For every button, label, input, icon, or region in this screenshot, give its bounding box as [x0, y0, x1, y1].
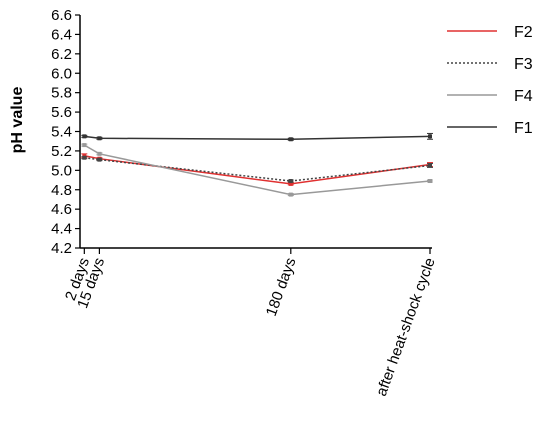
y-tick-label: 6.4: [51, 26, 72, 43]
data-point: [428, 163, 432, 168]
data-point: [97, 157, 102, 162]
data-point: [428, 179, 432, 184]
data-point: [82, 155, 87, 160]
y-axis: 4.2 4.4 4.6 4.8 5.0 5.2 5.4 5.6 5.8 6.0 6.2 6.4 6.6: [51, 7, 81, 257]
y-tick-label: 4.6: [51, 201, 72, 218]
y-tick-label: 5.4: [51, 124, 72, 141]
series-line-F2: [84, 155, 431, 185]
legend-label-F3: F3: [514, 56, 533, 73]
y-tick-label: 6.6: [51, 7, 72, 24]
series-F4: [81, 143, 433, 197]
y-axis-title: pH value: [9, 87, 26, 154]
x-tick-label: 180 days: [263, 256, 300, 319]
y-tick-label: 5.8: [51, 85, 72, 102]
data-point: [288, 181, 293, 186]
legend-label-F4: F4: [514, 88, 533, 105]
x-tick-label: after heat-shock cycle: [373, 256, 439, 399]
data-point: [82, 143, 87, 148]
data-point: [288, 192, 293, 197]
legend-label-F1: F1: [514, 120, 533, 137]
series-line-F3: [84, 156, 431, 182]
series-F3: [81, 155, 433, 184]
data-point: [97, 151, 102, 156]
series-F1: [81, 132, 433, 142]
series-line-F1: [84, 135, 431, 141]
y-tick-label: 5.0: [51, 162, 72, 179]
data-point: [428, 134, 432, 139]
y-tick-label: 4.2: [51, 240, 72, 257]
data-point: [288, 137, 293, 142]
series-F2: [81, 153, 433, 186]
y-tick-label: 5.2: [51, 143, 72, 160]
y-tick-label: 5.6: [51, 104, 72, 121]
y-tick-label: 4.8: [51, 182, 72, 199]
data-point: [97, 136, 102, 141]
series-layer: [81, 132, 433, 197]
data-point: [82, 134, 87, 139]
y-tick-label: 6.0: [51, 65, 72, 82]
data-point: [288, 179, 293, 184]
y-tick-label: 6.2: [51, 46, 72, 63]
legend-label-F2: F2: [514, 24, 533, 41]
legend: F2 F3 F4 F1: [447, 24, 533, 137]
y-tick-label: 4.4: [51, 221, 72, 238]
series-line-F4: [83, 144, 431, 196]
